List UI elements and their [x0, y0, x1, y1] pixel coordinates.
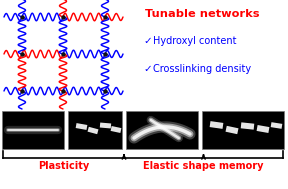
Text: Tunable networks: Tunable networks [145, 9, 259, 19]
Polygon shape [241, 122, 254, 130]
Bar [2, 111, 64, 149]
Text: ✓: ✓ [143, 36, 152, 46]
Text: Hydroxyl content: Hydroxyl content [153, 36, 236, 46]
Text: ✓: ✓ [143, 64, 152, 74]
Text: Elastic shape memory: Elastic shape memory [143, 161, 264, 171]
Bar [202, 111, 284, 149]
Polygon shape [88, 127, 98, 134]
Bar [68, 111, 122, 149]
Bar [126, 111, 198, 149]
Polygon shape [271, 122, 282, 129]
Polygon shape [100, 122, 111, 129]
Polygon shape [210, 121, 223, 129]
Polygon shape [226, 126, 238, 134]
Polygon shape [76, 123, 87, 130]
Text: Plasticity: Plasticity [38, 161, 89, 171]
Text: Crosslinking density: Crosslinking density [153, 64, 251, 74]
Polygon shape [257, 125, 270, 133]
Polygon shape [111, 126, 122, 133]
